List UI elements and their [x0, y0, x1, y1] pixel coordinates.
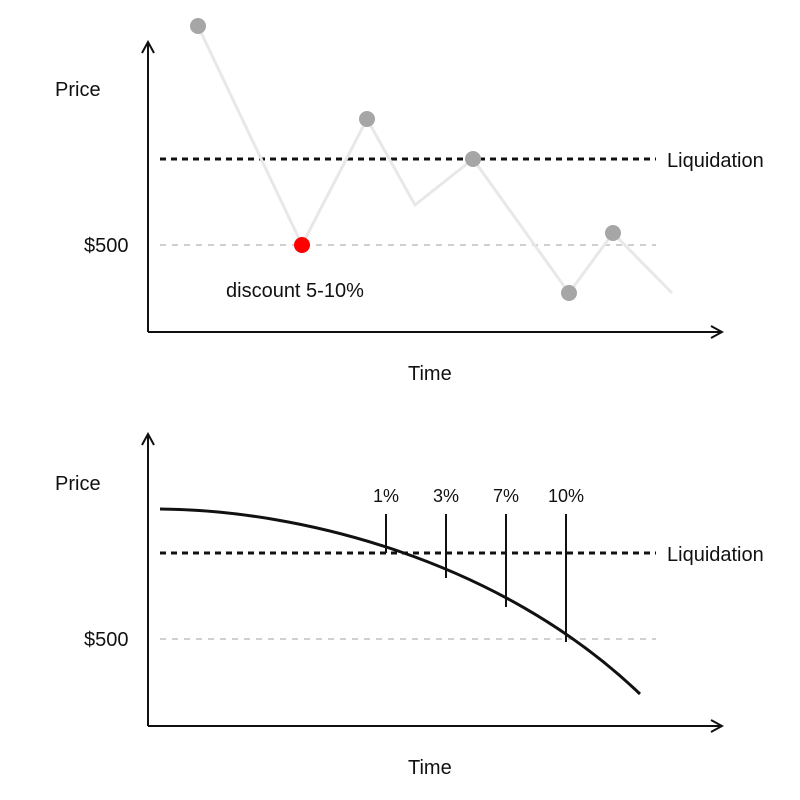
y-axis-label: Price: [55, 79, 101, 101]
x-axis-label: Time: [408, 757, 452, 779]
price-tick-label: $500: [84, 235, 129, 257]
price-point: [605, 225, 621, 241]
price-curve: [159, 507, 642, 696]
liquidation-point: [294, 237, 310, 253]
panel-2: 1% 3% 7% 10% Price $500 Liquidation Time: [55, 434, 764, 779]
marker-label-4: 10%: [548, 486, 584, 506]
price-point: [359, 111, 375, 127]
discount-annotation: discount 5-10%: [226, 280, 364, 302]
price-point: [465, 151, 481, 167]
price-point: [561, 285, 577, 301]
marker-label-1: 1%: [373, 486, 399, 506]
price-point: [190, 18, 206, 34]
marker-label-3: 7%: [493, 486, 519, 506]
liquidation-label: Liquidation: [667, 544, 764, 566]
marker-label-2: 3%: [433, 486, 459, 506]
y-axis-label: Price: [55, 473, 101, 495]
price-tick-label: $500: [84, 629, 129, 651]
panel-1: Price $500 Liquidation discount 5-10% Ti…: [55, 18, 764, 385]
price-path: [196, 25, 674, 296]
x-axis-label: Time: [408, 363, 452, 385]
liquidation-label: Liquidation: [667, 150, 764, 172]
